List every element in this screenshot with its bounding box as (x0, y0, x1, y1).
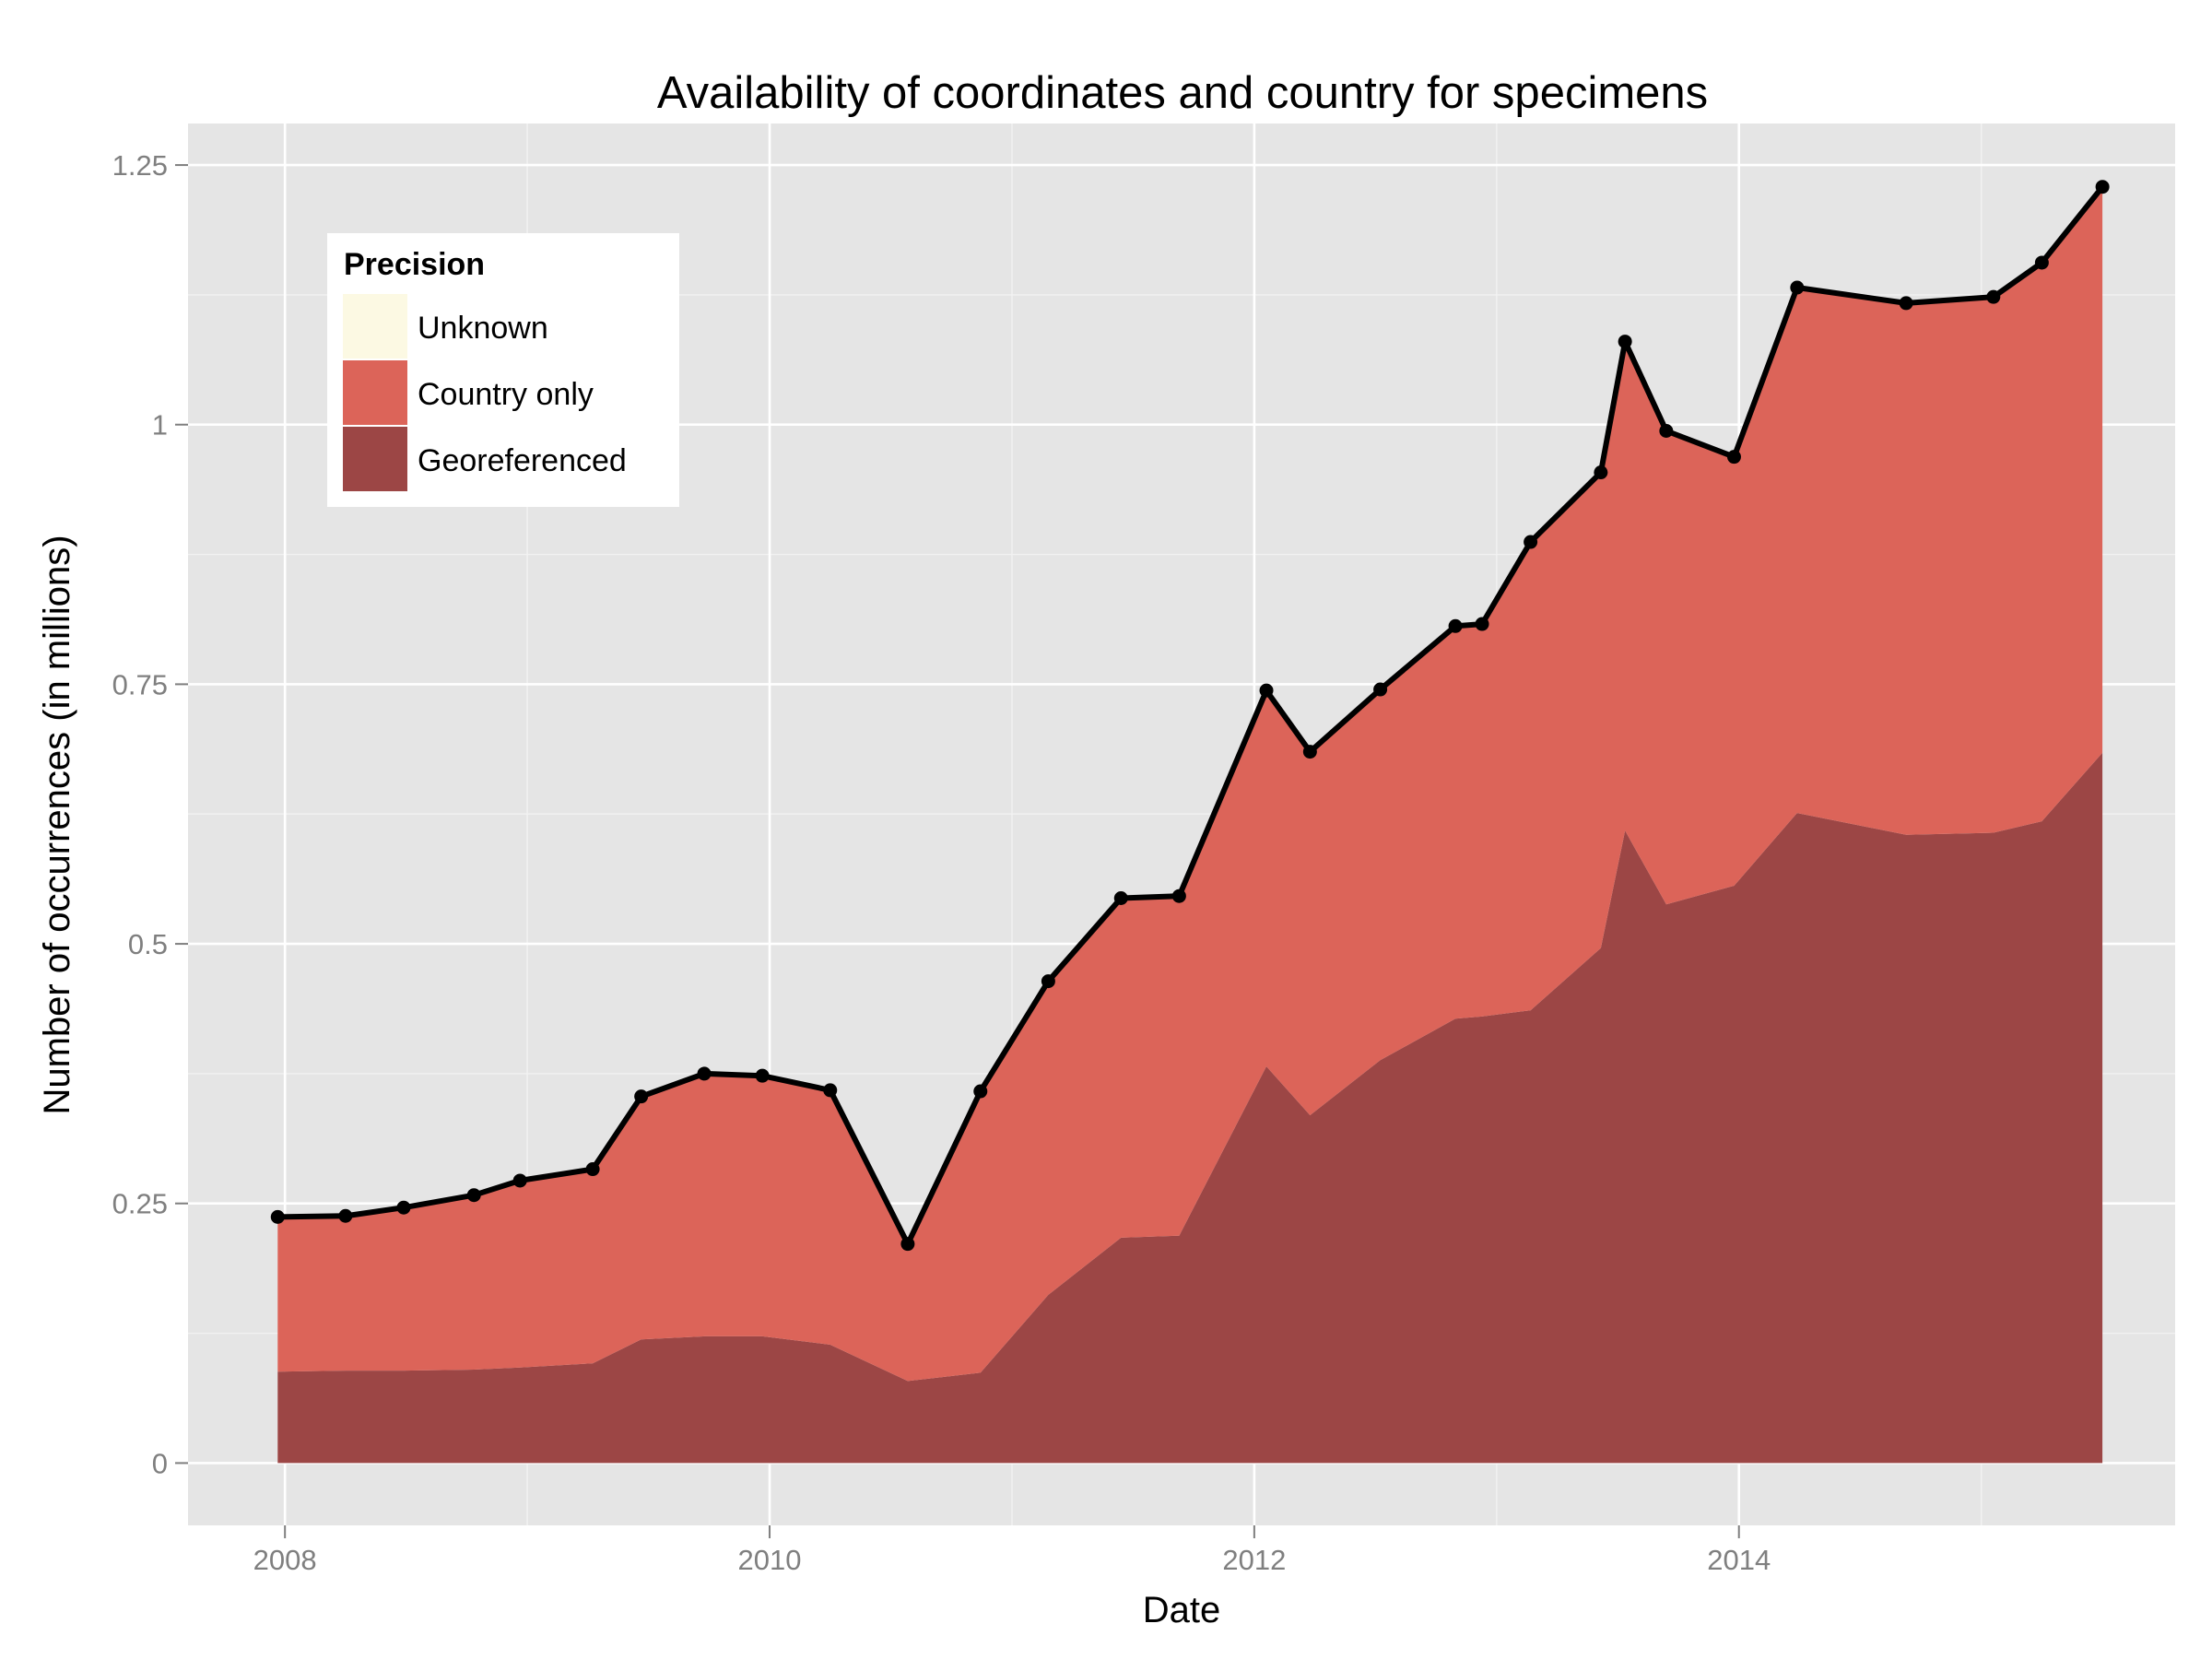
y-tick-label: 1.25 (112, 149, 168, 182)
legend-label-unknown: Unknown (418, 311, 548, 346)
total-point (1986, 289, 2001, 304)
total-point (2095, 180, 2110, 194)
total-point (1659, 423, 1674, 438)
legend-key-country-only (341, 359, 409, 427)
total-point (1373, 682, 1388, 697)
y-tick-label: 0.75 (112, 668, 168, 700)
total-point (512, 1173, 527, 1188)
total-point (1899, 296, 1913, 311)
x-tick-label: 2014 (1707, 1544, 1771, 1576)
total-point (1302, 745, 1317, 759)
x-tick-label: 2008 (253, 1544, 317, 1576)
total-point (697, 1066, 712, 1081)
total-point (2034, 255, 2049, 270)
total-point (755, 1068, 770, 1083)
area-georeferenced (277, 752, 2103, 1464)
legend-key-georeferenced (341, 425, 409, 493)
total-point (585, 1162, 600, 1177)
y-tick-label: 0.5 (128, 928, 168, 960)
total-point (973, 1084, 988, 1099)
x-axis-title: Date (1143, 1590, 1221, 1630)
total-point (1618, 335, 1632, 349)
legend-key-unknown (341, 292, 409, 360)
legend-label-georeferenced: Georeferenced (418, 443, 627, 478)
total-point (396, 1200, 411, 1215)
x-axis: 2008 2010 2012 2014 (253, 1525, 1771, 1576)
total-point (1790, 280, 1805, 295)
total-point (1726, 450, 1741, 465)
total-point (1448, 618, 1463, 633)
y-axis: 0 0.25 0.5 0.75 1 1.25 (112, 149, 188, 1479)
y-tick-label: 1 (152, 409, 168, 441)
total-point (1594, 465, 1608, 480)
total-point (634, 1089, 649, 1104)
total-point (900, 1237, 915, 1252)
total-point (1171, 888, 1186, 903)
y-tick-label: 0.25 (112, 1188, 168, 1220)
total-point (1475, 617, 1489, 631)
area-series (277, 186, 2103, 1464)
y-axis-title: Number of occurrences (in millions) (37, 535, 77, 1114)
x-tick-label: 2012 (1222, 1544, 1286, 1576)
x-tick-label: 2010 (738, 1544, 802, 1576)
total-point (1113, 890, 1128, 905)
total-point (466, 1188, 481, 1203)
total-point (1041, 974, 1055, 989)
total-line (277, 184, 2105, 1247)
total-point (823, 1083, 838, 1098)
chart-title: Availability of coordinates and country … (657, 68, 1708, 118)
total-point (1259, 683, 1274, 698)
area-country-only (277, 186, 2103, 1382)
legend: Precision Unknown Country only Georefere… (327, 233, 679, 507)
total-point (1524, 535, 1538, 549)
y-tick-label: 0 (152, 1447, 168, 1479)
legend-title: Precision (344, 247, 485, 282)
total-line-group (270, 180, 2110, 1252)
total-point (270, 1209, 285, 1224)
legend-label-country-only: Country only (418, 377, 594, 412)
total-point (338, 1208, 353, 1223)
